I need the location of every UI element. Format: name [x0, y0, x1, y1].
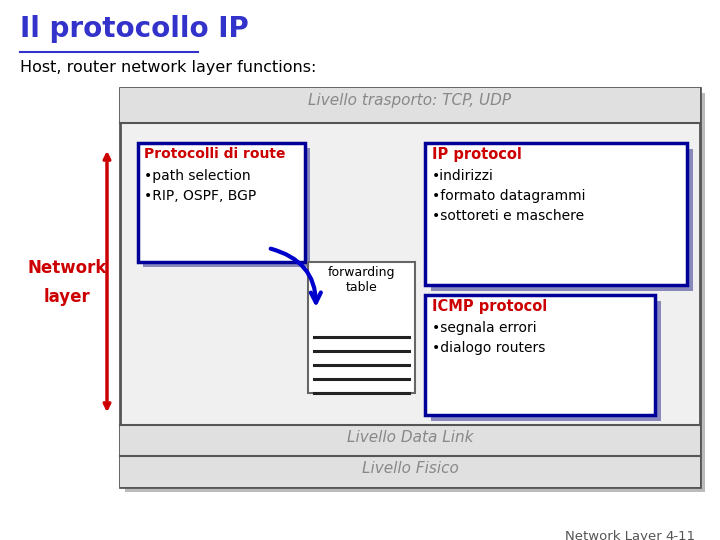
Bar	[120, 456, 700, 487]
Text: Network Layer: Network Layer	[565, 530, 662, 540]
Bar	[425, 295, 655, 415]
Text: •formato datagrammi: •formato datagrammi	[432, 189, 585, 203]
Bar	[308, 262, 415, 393]
Bar	[431, 149, 693, 291]
Text: ICMP protocol: ICMP protocol	[432, 299, 547, 314]
Text: Livello trasporto: TCP, UDP: Livello trasporto: TCP, UDP	[308, 93, 512, 108]
Bar	[138, 143, 305, 262]
Text: layer: layer	[44, 288, 91, 306]
Text: •RIP, OSPF, BGP: •RIP, OSPF, BGP	[144, 189, 256, 203]
Text: IP protocol: IP protocol	[432, 147, 522, 162]
Bar	[120, 425, 700, 456]
Bar	[431, 301, 661, 421]
Text: •dialogo routers: •dialogo routers	[432, 341, 545, 355]
Bar	[425, 143, 687, 285]
Text: Il protocollo IP: Il protocollo IP	[20, 15, 248, 43]
Text: 4-11: 4-11	[665, 530, 695, 540]
Text: •sottoreti e maschere: •sottoreti e maschere	[432, 209, 584, 223]
Bar	[120, 88, 700, 123]
Text: Host, router network layer functions:: Host, router network layer functions:	[20, 60, 316, 75]
Bar	[120, 88, 700, 487]
Text: •indirizzi: •indirizzi	[432, 169, 494, 183]
Bar	[143, 148, 310, 267]
Text: Livello Fisico: Livello Fisico	[361, 461, 459, 476]
Text: •path selection: •path selection	[144, 169, 251, 183]
Text: Livello Data Link: Livello Data Link	[347, 430, 473, 445]
Text: Protocolli di route: Protocolli di route	[144, 147, 286, 161]
Bar	[125, 93, 705, 492]
Text: forwarding
table: forwarding table	[328, 266, 395, 294]
Text: •segnala errori: •segnala errori	[432, 321, 536, 335]
Text: Network: Network	[27, 259, 107, 277]
